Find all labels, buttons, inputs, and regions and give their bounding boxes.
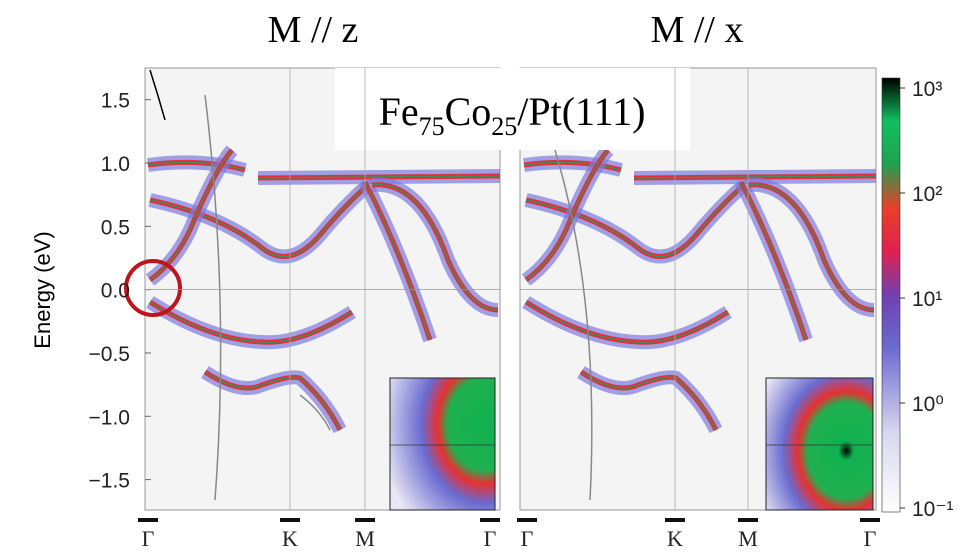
band-center	[523, 161, 622, 171]
colorbar-tick-label: 10⁰	[912, 393, 944, 416]
thin-band	[299, 394, 331, 431]
y-axis-label: Energy (eV)	[30, 231, 55, 348]
panel-title: M // x	[651, 9, 744, 51]
x-tick-label: M	[738, 526, 758, 551]
band-center	[371, 183, 499, 311]
band-center	[149, 301, 353, 344]
subscript: 25	[491, 112, 517, 141]
tick-bar	[517, 518, 537, 522]
colorbar-tick-label: 10⁻¹	[912, 498, 953, 521]
formula-part: Fe	[379, 89, 419, 134]
sample-label: Fe75Co25/Pt(111)	[379, 89, 646, 141]
thin-band	[149, 69, 166, 121]
band-center	[525, 149, 609, 281]
x-tick-label: Γ	[521, 526, 534, 551]
x-tick-label: Γ	[484, 526, 497, 551]
panel-title: M // z	[268, 9, 359, 51]
colorbar-tick-label: 10³	[912, 78, 942, 101]
thin-band	[554, 149, 593, 501]
y-tick-label: −1.5	[89, 470, 130, 493]
x-tick-label: Γ	[864, 526, 877, 551]
x-tick-label: M	[355, 526, 375, 551]
band-center	[580, 371, 717, 431]
band-center	[525, 301, 729, 344]
label-box	[335, 68, 690, 150]
tick-bar	[665, 518, 685, 522]
tick-bar	[860, 518, 880, 522]
tick-bar	[138, 518, 158, 522]
x-tick-label: K	[667, 526, 683, 551]
colorbar	[881, 77, 901, 513]
band-center	[747, 183, 875, 311]
band-center	[149, 149, 233, 281]
formula-part: /Pt(111)	[517, 89, 645, 134]
subscript: 75	[419, 112, 445, 141]
y-tick-label: 1.5	[101, 90, 130, 113]
band-center	[633, 175, 877, 179]
formula-part: Co	[445, 89, 492, 134]
band-center	[740, 181, 807, 341]
y-tick-label: −0.5	[89, 343, 130, 366]
y-tick-label: 1.0	[101, 153, 130, 176]
inset-left	[389, 377, 496, 511]
band-center	[364, 181, 431, 341]
inset-right	[765, 377, 874, 511]
band-center	[147, 161, 246, 171]
tick-bar	[280, 518, 300, 522]
x-tick-label: Γ	[142, 526, 155, 551]
tick-bar	[480, 518, 500, 522]
band-center	[204, 371, 341, 431]
band-center	[257, 175, 501, 179]
x-tick-label: K	[282, 526, 298, 551]
y-tick-label: −1.0	[89, 406, 130, 429]
y-tick-label: 0.5	[101, 216, 130, 239]
colorbar-tick-label: 10²	[912, 183, 942, 206]
tick-bar	[738, 518, 758, 522]
tick-bar	[355, 518, 375, 522]
y-tick-label: 0.0	[101, 280, 130, 303]
thin-band	[204, 94, 222, 501]
band-structure	[145, 69, 877, 501]
colorbar-tick-label: 10¹	[912, 288, 942, 311]
highlight-circle	[124, 259, 182, 317]
